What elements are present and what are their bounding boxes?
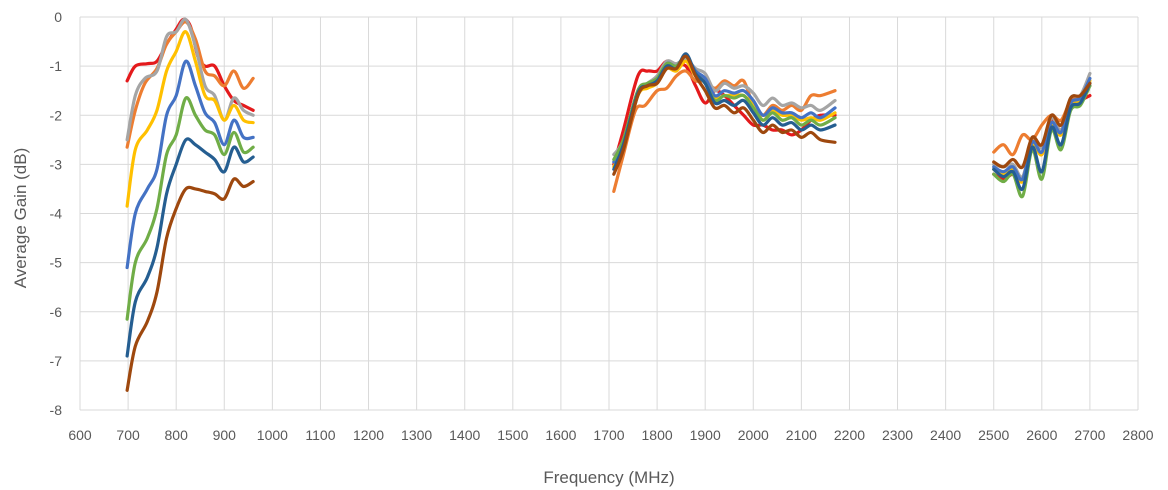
y-tick-label: -8 (50, 402, 63, 418)
x-axis-title: Frequency (MHz) (543, 468, 674, 487)
x-tick-label: 900 (213, 427, 237, 443)
series-6-band-1-line (125, 96, 255, 321)
series-lines (125, 17, 1092, 392)
series-4-band-3-line (992, 79, 1092, 184)
y-tick-label: -3 (50, 156, 63, 172)
x-tick-label: 2800 (1122, 427, 1153, 443)
y-tick-label: -2 (50, 107, 63, 123)
x-tick-label: 2600 (1026, 427, 1057, 443)
x-tick-label: 800 (165, 427, 189, 443)
x-tick-label: 2000 (738, 427, 769, 443)
series-2-band-2-line (612, 69, 837, 193)
x-tick-label: 1300 (401, 427, 432, 443)
series-8-band-3-line (992, 81, 1092, 170)
series-8-band-1-line (125, 177, 255, 392)
x-tick-label: 2500 (978, 427, 1009, 443)
x-tick-label: 600 (68, 427, 92, 443)
x-tick-label: 1700 (593, 427, 624, 443)
y-tick-label: -7 (50, 353, 63, 369)
x-tick-label: 1100 (305, 427, 335, 443)
series-6-band-2-line (612, 54, 837, 162)
y-tick-label: -4 (50, 206, 63, 222)
x-tick-label: 2300 (882, 427, 913, 443)
x-tick-label: 2700 (1074, 427, 1105, 443)
x-tick-label: 1400 (449, 427, 480, 443)
series-4-band-1-line (125, 30, 255, 208)
series-8-band-2-line (612, 54, 837, 176)
x-tick-label: 1900 (690, 427, 721, 443)
series-7-band-2-line (612, 52, 837, 171)
series-5-band-1-line (125, 59, 255, 270)
x-tick-label: 2100 (786, 427, 817, 443)
x-tick-label: 2400 (930, 427, 961, 443)
x-tick-label: 1000 (257, 427, 288, 443)
series-7-band-3-line (992, 81, 1092, 192)
y-tick-label: -5 (50, 255, 63, 271)
x-axis-tick-labels: 600 700 800 900 1000 1100 1200 1300 1400 1500 1600… (68, 427, 1153, 443)
series-5-band-3-line (992, 76, 1092, 182)
y-tick-label: -6 (50, 304, 63, 320)
y-axis-title: Average Gain (dB) (11, 148, 30, 288)
series-3-band-1-line (125, 17, 255, 142)
y-tick-label: -1 (50, 58, 63, 74)
x-tick-label: 700 (116, 427, 140, 443)
x-tick-label: 1200 (353, 427, 384, 443)
x-tick-label: 1500 (497, 427, 528, 443)
x-tick-label: 2200 (834, 427, 865, 443)
gridlines (79, 16, 1139, 411)
x-tick-label: 1600 (545, 427, 576, 443)
series-7-band-1-line (125, 137, 255, 358)
x-tick-label: 1800 (642, 427, 673, 443)
y-tick-label: 0 (54, 9, 62, 25)
y-axis-tick-labels: 0 -1 -2 -3 -4 -5 -6 -7 -8 (50, 9, 63, 418)
series-2-band-3-line (992, 84, 1092, 157)
series-6-band-3-line (992, 84, 1092, 199)
